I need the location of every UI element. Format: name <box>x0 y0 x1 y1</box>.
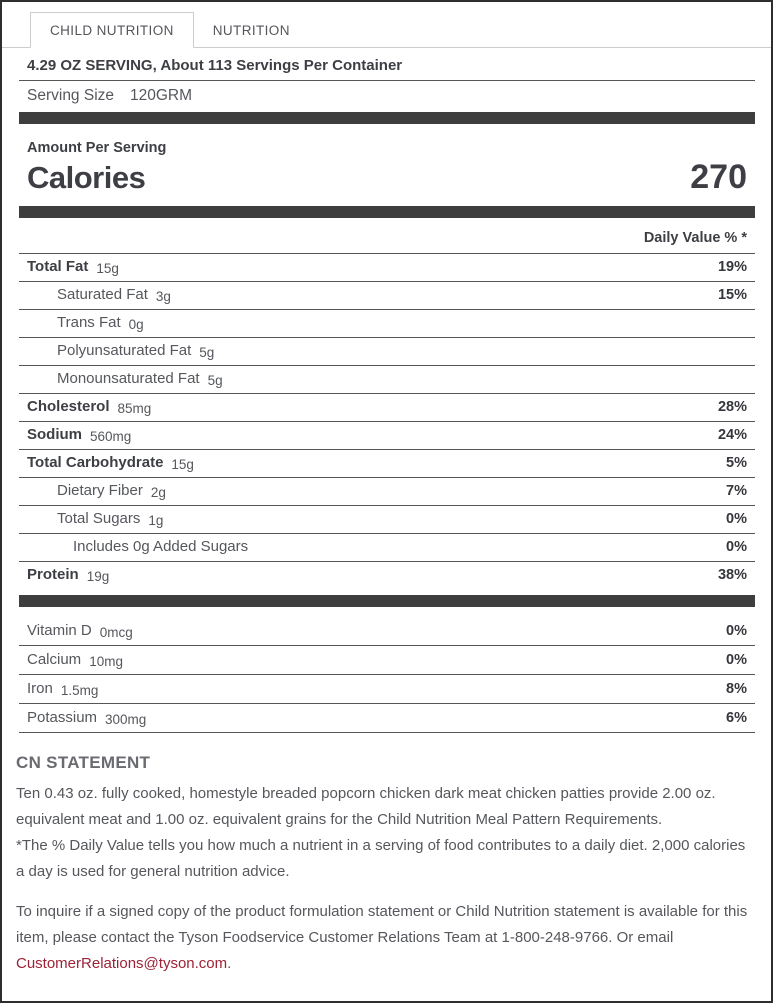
section-divider-bar <box>19 595 755 607</box>
nutrient-daily-value: 24% <box>717 427 747 443</box>
vitamins-table: Vitamin D 0mcg 0% Calcium 10mg 0% Iron 1… <box>19 617 755 733</box>
nutrient-amount: 1.5mg <box>60 683 99 698</box>
nutrient-amount: 300mg <box>105 712 147 727</box>
nutrients-table: Total Fat 15g 19% Saturated Fat 3g 15% T… <box>19 253 755 589</box>
table-row: Total Carbohydrate 15g 5% <box>19 449 755 477</box>
nutrient-amount: 15g <box>96 261 119 276</box>
nutrient-daily-value: 0% <box>726 623 747 639</box>
nutrient-amount: 15g <box>171 457 194 472</box>
table-row: Iron 1.5mg 8% <box>19 675 755 704</box>
nutrient-daily-value: 0% <box>726 511 747 527</box>
amount-per-serving-label: Amount Per Serving <box>27 140 167 156</box>
tab-child-nutrition[interactable]: CHILD NUTRITION <box>30 12 194 48</box>
nutrient-daily-value: 19% <box>717 259 747 275</box>
nutrient-daily-value: 15% <box>717 287 747 303</box>
nutrient-label: Dietary Fiber <box>57 482 143 499</box>
daily-value-header: Daily Value % * <box>643 230 747 246</box>
table-row: Includes 0g Added Sugars 0% <box>19 533 755 561</box>
cn-paragraph: *The % Daily Value tells you how much a … <box>16 837 746 880</box>
calories-label: Calories <box>27 160 146 195</box>
table-row: Total Fat 15g 19% <box>19 253 755 281</box>
nutrient-daily-value: 0% <box>726 539 747 555</box>
serving-size-row: Serving Size 120GRM <box>19 81 755 112</box>
nutrient-label: Polyunsaturated Fat <box>57 342 192 359</box>
nutrient-label: Potassium <box>27 709 98 726</box>
nutrient-label: Monounsaturated Fat <box>57 370 200 387</box>
contact-text: To inquire if a signed copy of the produ… <box>16 903 748 946</box>
nutrient-daily-value: 5% <box>726 455 747 471</box>
nutrient-label: Protein <box>27 566 79 583</box>
table-row: Trans Fat 0g <box>19 309 755 337</box>
section-divider-bar <box>19 206 755 218</box>
nutrient-amount: 85mg <box>117 401 152 416</box>
contact-text-end: . <box>227 955 232 972</box>
nutrient-daily-value: 6% <box>726 710 747 726</box>
table-row: Protein 19g 38% <box>19 561 755 589</box>
table-row: Sodium 560mg 24% <box>19 421 755 449</box>
table-row: Potassium 300mg 6% <box>19 704 755 733</box>
nutrient-amount: 5g <box>207 373 223 388</box>
tab-bar: CHILD NUTRITION NUTRITION <box>2 2 771 48</box>
cn-statement-section: CN STATEMENT Ten 0.43 oz. fully cooked, … <box>16 753 755 977</box>
nutrient-label: Calcium <box>27 651 82 668</box>
cn-paragraph: Ten 0.43 oz. fully cooked, homestyle bre… <box>16 785 716 828</box>
section-divider-bar <box>19 112 755 124</box>
nutrient-amount: 5g <box>199 345 215 360</box>
nutrient-amount: 1g <box>148 513 164 528</box>
nutrient-label: Includes 0g Added Sugars <box>73 538 249 555</box>
serving-size-value: 120GRM <box>130 87 193 104</box>
table-row: Monounsaturated Fat 5g <box>19 365 755 393</box>
nutrient-amount: 19g <box>86 569 110 584</box>
nutrient-label: Vitamin D <box>27 622 92 639</box>
nutrient-label: Saturated Fat <box>57 286 148 303</box>
nutrient-label: Total Carbohydrate <box>27 454 164 471</box>
nutrient-label: Iron <box>27 680 53 697</box>
tab-nutrition[interactable]: NUTRITION <box>212 23 290 38</box>
nutrient-daily-value: 7% <box>726 483 747 499</box>
nutrient-amount: 10mg <box>89 654 123 669</box>
table-row: Cholesterol 85mg 28% <box>19 393 755 421</box>
nutrient-amount: 2g <box>150 485 166 500</box>
nutrient-label: Total Sugars <box>57 510 141 527</box>
nutrient-amount: 560mg <box>90 429 132 444</box>
table-row: Dietary Fiber 2g 7% <box>19 477 755 505</box>
nutrient-label: Total Fat <box>27 258 89 275</box>
nutrient-amount: 0mcg <box>99 625 133 640</box>
nutrient-label: Trans Fat <box>57 314 121 331</box>
table-row: Total Sugars 1g 0% <box>19 505 755 533</box>
calories-value: 270 <box>690 158 747 196</box>
table-row: Calcium 10mg 0% <box>19 646 755 675</box>
cn-statement-body: Ten 0.43 oz. fully cooked, homestyle bre… <box>16 781 755 885</box>
nutrient-label: Sodium <box>27 426 82 443</box>
label-content: 4.29 OZ SERVING, About 113 Servings Per … <box>19 48 755 733</box>
table-row: Saturated Fat 3g 15% <box>19 281 755 309</box>
nutrient-daily-value: 0% <box>726 652 747 668</box>
nutrient-daily-value: 28% <box>717 399 747 415</box>
cn-statement-heading: CN STATEMENT <box>16 753 151 772</box>
email-link[interactable]: CustomerRelations@tyson.com <box>16 955 228 972</box>
table-row: Vitamin D 0mcg 0% <box>19 617 755 646</box>
nutrient-daily-value: 38% <box>717 567 747 583</box>
nutrient-daily-value: 8% <box>726 681 747 697</box>
nutrient-amount: 3g <box>155 289 171 304</box>
serving-heading: 4.29 OZ SERVING, About 113 Servings Per … <box>19 48 755 81</box>
table-row: Polyunsaturated Fat 5g <box>19 337 755 365</box>
calories-section: Amount Per Serving Calories 270 <box>19 124 755 206</box>
nutrient-label: Cholesterol <box>27 398 110 415</box>
serving-size-label: Serving Size <box>27 87 115 104</box>
nutrient-amount: 0g <box>128 317 144 332</box>
contact-paragraph: To inquire if a signed copy of the produ… <box>16 899 755 977</box>
